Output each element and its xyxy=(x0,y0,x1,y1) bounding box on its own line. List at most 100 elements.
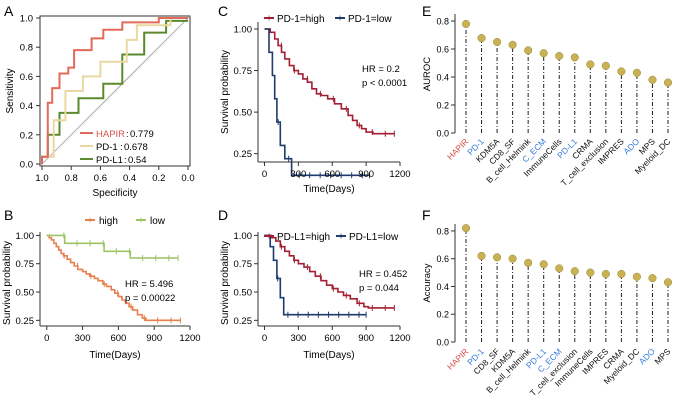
p-text-b: p = 0.00022 xyxy=(125,293,175,304)
legend-c: + PD-1=high + PD-1=low xyxy=(264,14,392,25)
diagonal-reference-line xyxy=(39,15,191,167)
y-tick-label: 0.25 xyxy=(16,316,35,327)
x-tick-label: 0.2 xyxy=(152,173,165,184)
legend-tick-low: + xyxy=(138,216,144,227)
point-b-cell-helmink xyxy=(524,258,533,267)
point-hapir xyxy=(461,19,471,28)
legend-tick-pdl1-low: + xyxy=(338,232,344,243)
p-text-d: p = 0.044 xyxy=(359,283,399,294)
point-mps xyxy=(663,278,673,287)
legend-tick-pd1-high: + xyxy=(266,14,272,25)
legend-tick-pd1-low: + xyxy=(337,14,343,25)
panel-label-F: F xyxy=(422,207,431,223)
y-tick-label: 0.4 xyxy=(20,101,33,112)
point-cd8-sf xyxy=(493,253,502,262)
y-tick-label: 1.00 xyxy=(16,231,35,242)
point-crma xyxy=(617,269,626,279)
y-tick-label: 0.8 xyxy=(436,226,449,236)
roc-curve-hapir xyxy=(41,17,188,164)
x-tick-label: 0.4 xyxy=(123,173,136,184)
point-t-cell-exclusion xyxy=(601,61,610,70)
x-tick-label: 0.0 xyxy=(181,173,194,184)
point-kdm5a xyxy=(493,37,502,47)
legend-tick-pdl1-high: + xyxy=(266,232,272,243)
y-tick-label: 0.2 xyxy=(436,310,449,320)
p-text-c: p < 0.0001 xyxy=(362,78,407,89)
point-hapir xyxy=(461,224,471,233)
panel-f-accuracy: 0.00.20.40.60.8 HAPIRPD-1CD8_SFKDM5AB_ce… xyxy=(422,224,673,398)
point-c-ecm xyxy=(555,264,564,273)
point-myeloid-dc xyxy=(663,78,673,87)
point-myeloid-dc xyxy=(632,272,641,281)
legend-label-pdl1-high: PD-L1=high xyxy=(277,232,330,243)
y-tick-label: 0.6 xyxy=(436,45,449,55)
y-tick-label: 0.6 xyxy=(20,72,33,83)
point-impres xyxy=(617,67,626,76)
km-curve-high xyxy=(46,234,181,322)
hr-text-b: HR = 5.496 xyxy=(125,279,173,290)
x-tick-label: 0 xyxy=(262,169,267,180)
y-tick-label: 1.00 xyxy=(234,231,253,242)
point-kdm5a xyxy=(508,254,517,263)
legend-colon-pd1: : xyxy=(120,142,123,153)
hr-text-d: HR = 0.452 xyxy=(359,269,407,280)
point-pd-1 xyxy=(477,34,486,43)
x-tick-label: 900 xyxy=(358,169,374,180)
y-tick-label: 0.50 xyxy=(234,108,253,119)
y-tick-label: 1.00 xyxy=(234,24,253,35)
panel-e-auroc: 0.00.20.40.60.8 HAPIRPD-1KDM5ACD8_SFB_ce… xyxy=(422,14,672,188)
point-impres xyxy=(601,269,610,279)
xlabel-c: Time(Days) xyxy=(303,184,354,195)
x-tick-label: 900 xyxy=(358,333,374,344)
km-curve-pd-1-high xyxy=(264,28,395,135)
panel-c-km: 0 300 600 900 1200 0.25 0.50 0.75 1.00 Time(Days… xyxy=(220,14,411,196)
point-b-cell-helmink xyxy=(524,46,533,55)
category-label: MPS xyxy=(652,346,672,366)
x-tick-label: 300 xyxy=(290,169,306,180)
point-immunecells xyxy=(555,51,564,61)
point-pd-1 xyxy=(477,251,486,260)
x-tick-label: 1200 xyxy=(179,333,200,344)
legend-label-low: low xyxy=(150,216,166,227)
panel-label-A: A xyxy=(4,3,14,19)
x-tick-label: 0.6 xyxy=(94,173,107,184)
point-crma xyxy=(586,60,595,69)
xlabel-b: Time(Days) xyxy=(89,350,140,361)
x-tick-label: 0.8 xyxy=(65,173,78,184)
km-curve-pd-l1-high xyxy=(264,234,395,309)
x-tick-label: 1200 xyxy=(389,169,410,180)
x-tick-label: 0 xyxy=(262,333,267,344)
panel-label-E: E xyxy=(422,3,431,19)
legend-label-pd1-low: PD-1=low xyxy=(348,14,392,25)
panel-label-D: D xyxy=(218,207,228,223)
x-tick-label: 0 xyxy=(44,333,49,344)
y-tick-label: 0.2 xyxy=(436,101,449,111)
point-ado xyxy=(648,274,657,283)
legend-label-pdl1: PD-L1 xyxy=(96,155,123,166)
ylabel-f: Accuracy xyxy=(422,263,433,302)
roc-curve-pd-1 xyxy=(41,17,188,164)
point-ado xyxy=(632,68,641,77)
x-tick-label: 1200 xyxy=(389,333,410,344)
panel-label-C: C xyxy=(218,3,228,19)
xlabel-a: Specificity xyxy=(92,188,137,199)
y-tick-label: 0.6 xyxy=(436,254,449,264)
y-tick-label: 0.2 xyxy=(20,130,33,141)
y-tick-label: 0.75 xyxy=(16,259,35,270)
point-mps xyxy=(648,75,657,84)
panel-d-km: 0 300 600 900 1200 0.25 0.50 0.75 1.00 Time(Days… xyxy=(220,231,411,361)
y-tick-label: 0.0 xyxy=(436,338,449,348)
legend-a: HAPIR 0.779 : PD-1 0.678 : PD-L1 0.54 : xyxy=(80,129,154,166)
y-tick-label: 1.0 xyxy=(20,14,33,25)
panel-a-roc: 1.0 0.8 0.6 0.4 0.2 0.0 0.0 0.2 0.4 0.6 0.8 1.0 Spe… xyxy=(5,14,195,200)
ylabel-d: Survival probability xyxy=(220,241,231,325)
point-pd-l1 xyxy=(539,260,548,269)
y-tick-label: 0.0 xyxy=(20,160,33,171)
legend-d: + PD-L1=high + PD-L1=low xyxy=(264,232,399,243)
x-tick-label: 600 xyxy=(324,169,340,180)
x-tick-label: 300 xyxy=(290,333,306,344)
x-tick-label: 600 xyxy=(110,333,126,344)
legend-colon-pdl1: : xyxy=(124,155,127,166)
legend-label-high: high xyxy=(99,216,118,227)
